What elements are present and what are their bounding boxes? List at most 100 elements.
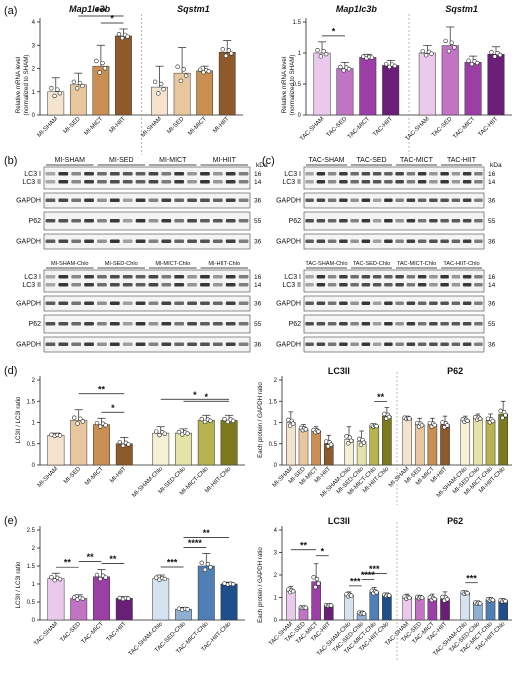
- blot-band: [238, 342, 249, 346]
- y-tick-label: 0: [298, 113, 302, 119]
- blot-band: [384, 179, 393, 184]
- blot-band: [372, 172, 382, 176]
- y-tick-label: 2: [32, 378, 36, 384]
- blot-strip: [43, 336, 251, 353]
- blot-band: [350, 239, 359, 243]
- blot-band: [135, 275, 146, 279]
- bar: [152, 432, 170, 466]
- data-point: [94, 572, 100, 578]
- blot-band: [474, 322, 483, 326]
- data-point: [161, 86, 166, 92]
- y-tick-label: 1: [274, 596, 278, 602]
- data-point: [316, 581, 321, 586]
- blot-band: [339, 239, 348, 243]
- blot-band: [97, 342, 107, 346]
- blot-band: [305, 239, 314, 243]
- blot-band: [97, 239, 107, 243]
- blot-band: [361, 198, 371, 202]
- blot-band: [361, 179, 371, 184]
- blot-band: [372, 342, 382, 346]
- data-point: [49, 575, 54, 580]
- blot-band: [417, 179, 427, 184]
- data-point: [432, 423, 437, 428]
- data-point: [94, 58, 99, 64]
- blot-band: [339, 172, 348, 176]
- blot-strip: [303, 166, 485, 190]
- data-point: [152, 79, 158, 85]
- blot-band: [474, 179, 483, 184]
- bar: [473, 418, 483, 466]
- y-tick-label: 1.5: [27, 399, 36, 405]
- data-point: [94, 420, 100, 426]
- data-point: [361, 611, 367, 616]
- ylabel-a-left: Relative mRNA level: [15, 57, 22, 113]
- blot-band: [84, 282, 94, 287]
- sig-label: ***: [167, 558, 178, 568]
- y-tick-label: 3: [32, 43, 36, 49]
- data-point: [226, 48, 232, 53]
- blot-band: [148, 179, 159, 184]
- blot-band: [417, 219, 427, 223]
- bar: [197, 420, 215, 466]
- blot-strip: [303, 211, 485, 231]
- blot-band: [440, 172, 449, 176]
- blot-band: [440, 322, 449, 326]
- data-point: [206, 69, 211, 74]
- panel-letter-b: (b): [4, 155, 17, 167]
- blot-band: [225, 322, 236, 326]
- data-point: [229, 51, 234, 56]
- data-point: [445, 597, 450, 602]
- blot-band: [200, 239, 210, 243]
- data-point: [445, 423, 450, 428]
- blot-strip: [43, 166, 251, 190]
- blot-band: [58, 282, 69, 287]
- blot-band: [45, 282, 56, 287]
- bar: [197, 565, 215, 621]
- blot-band: [406, 219, 416, 223]
- blot-band: [58, 301, 69, 305]
- data-point: [315, 48, 320, 53]
- blot-band: [174, 282, 185, 287]
- blot-band: [350, 275, 359, 279]
- data-point: [125, 34, 130, 39]
- blot-band: [135, 342, 146, 346]
- sig-label: **: [377, 392, 385, 402]
- blot-band: [122, 179, 133, 184]
- blot-group-label: TAC-SHAM: [308, 157, 344, 164]
- data-point: [419, 423, 425, 428]
- blot-band: [109, 342, 120, 346]
- blot-band: [45, 275, 56, 279]
- blot-band: [122, 172, 133, 176]
- bar: [115, 598, 133, 621]
- blot-band: [71, 198, 82, 202]
- blot-band: [384, 282, 393, 287]
- sig-label: ***: [369, 564, 380, 574]
- blot-band: [225, 301, 236, 305]
- blot-band: [417, 322, 427, 326]
- blot-band: [212, 282, 223, 287]
- sig-label: **: [64, 558, 72, 568]
- data-point: [497, 52, 503, 58]
- data-point: [52, 93, 57, 99]
- blot-mw-label: 55: [254, 218, 262, 225]
- blot-band: [58, 275, 69, 279]
- blot-band: [361, 342, 371, 346]
- blot-mw-label: 14: [254, 179, 262, 186]
- blot-band: [122, 301, 133, 305]
- y-tick-label: 1: [32, 90, 36, 96]
- blot-band: [474, 172, 483, 176]
- data-point: [223, 53, 229, 58]
- blot-band: [350, 198, 359, 202]
- bar: [414, 424, 425, 466]
- blot-band: [316, 179, 326, 184]
- blot-band: [429, 282, 438, 287]
- bar: [460, 592, 471, 621]
- blot-row-label: LC3 II: [22, 282, 41, 289]
- y-tick-label: 2: [274, 573, 278, 579]
- blot-strip: [303, 269, 485, 293]
- y-tick-label: 1: [32, 421, 36, 427]
- blot-band: [395, 275, 404, 279]
- x-tick-label: TAC-SED: [431, 116, 454, 139]
